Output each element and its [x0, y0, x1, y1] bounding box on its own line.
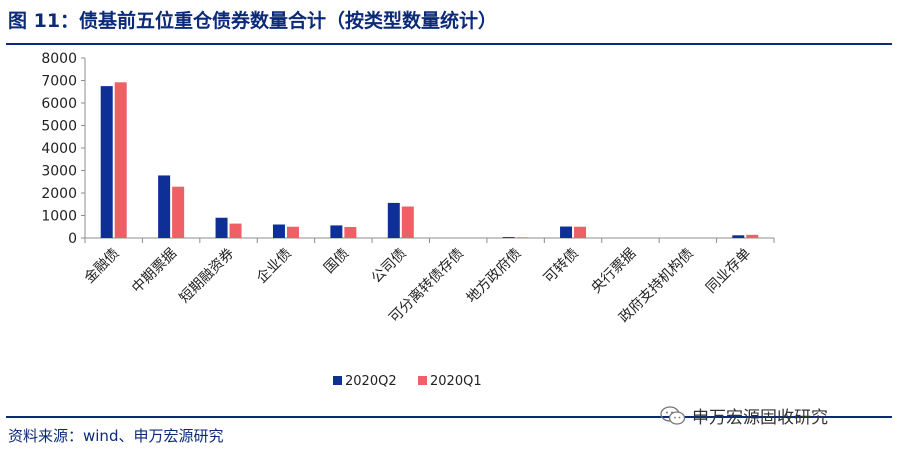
bar-2020q1-5 — [401, 206, 414, 238]
y-tick-label: 6000 — [41, 96, 77, 112]
y-tick-label: 1000 — [41, 209, 77, 225]
bars — [100, 82, 759, 238]
bar-2020q1-11 — [746, 234, 759, 238]
y-tick-label: 8000 — [41, 51, 77, 67]
bar-2020q1-3 — [286, 226, 299, 238]
bar-2020q2-1 — [158, 175, 171, 238]
source-note: 资料来源：wind、申万宏源研究 — [8, 427, 224, 445]
x-tick-label: 公司债 — [369, 246, 410, 287]
y-tick-label: 5000 — [41, 119, 77, 135]
x-tick-label: 企业债 — [253, 245, 295, 287]
x-tick-label: 央行票据 — [588, 246, 639, 297]
y-tick-label: 2000 — [41, 186, 77, 202]
x-tick-label: 中期票据 — [129, 246, 180, 297]
bar-2020q1-4 — [344, 226, 357, 238]
watermark: 申万宏源固收研究 — [660, 403, 828, 428]
bar-2020q1-2 — [229, 223, 242, 238]
bar-2020q2-3 — [272, 224, 285, 238]
figure-title: 图 11：债基前五位重仓债券数量合计（按类型数量统计） — [8, 10, 498, 32]
bar-2020q2-5 — [387, 202, 400, 238]
title-rule — [6, 43, 892, 45]
bar-2020q2-4 — [330, 225, 343, 238]
x-tick-label: 地方政府债 — [464, 246, 525, 307]
wechat-icon — [660, 405, 686, 425]
x-tick-label: 同业存单 — [703, 246, 754, 297]
legend-swatch-2020q2 — [333, 376, 342, 385]
bar-2020q1-7 — [516, 237, 529, 238]
legend-label-2020q1: 2020Q1 — [430, 374, 482, 389]
x-tick-label: 短期融资券 — [177, 246, 238, 307]
legend: 2020Q2 2020Q1 — [333, 374, 482, 389]
y-tick-label: 0 — [68, 231, 77, 247]
x-tick-label: 金融债 — [82, 246, 123, 287]
bar-2020q1-0 — [114, 82, 127, 238]
bar-2020q2-8 — [560, 226, 573, 238]
x-tick-label: 国债 — [321, 246, 352, 277]
legend-swatch-2020q1 — [418, 376, 427, 385]
x-tick-label: 可转债 — [541, 246, 582, 287]
y-axis: 0 1000 2000 3000 4000 5000 6000 7000 8000 — [41, 51, 86, 247]
y-tick-label: 7000 — [41, 74, 77, 90]
bar-2020q2-2 — [215, 217, 228, 238]
bar-2020q1-1 — [172, 186, 185, 238]
footer-rule — [6, 416, 892, 418]
legend-label-2020q2: 2020Q2 — [345, 374, 397, 389]
bar-2020q2-11 — [732, 235, 745, 238]
y-tick-label: 4000 — [41, 141, 77, 157]
bar-2020q2-7 — [502, 237, 515, 238]
bar-2020q1-8 — [574, 226, 587, 238]
y-tick-label: 3000 — [41, 164, 77, 180]
bar-2020q2-0 — [100, 86, 113, 238]
watermark-text: 申万宏源固收研究 — [692, 408, 828, 428]
